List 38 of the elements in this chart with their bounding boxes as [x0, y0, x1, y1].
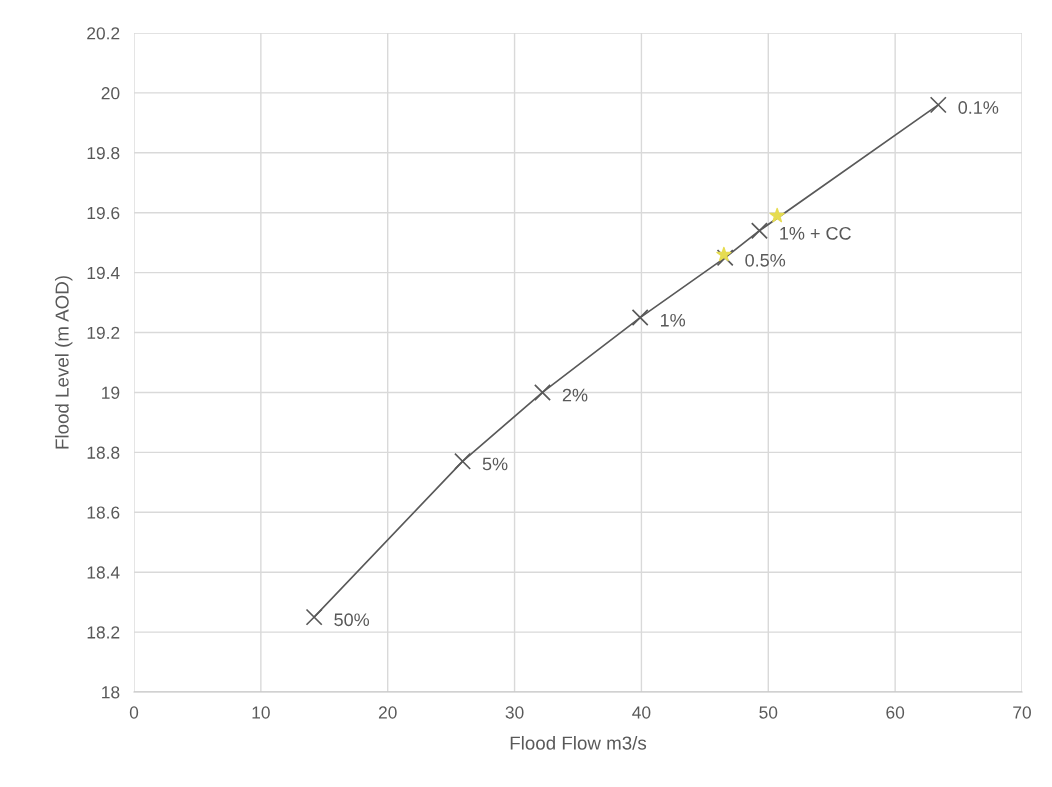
y-tick-label: 18.6 — [87, 506, 120, 519]
y-tick-label: 18.8 — [87, 446, 120, 459]
x-tick-label: 60 — [886, 706, 905, 719]
x-tick-label: 0 — [129, 706, 139, 719]
y-tick-label: 18.4 — [87, 566, 120, 579]
annotation: 50% — [334, 613, 370, 627]
annotation: 1% + CC — [780, 226, 851, 240]
y-tick-label: 19.4 — [87, 266, 120, 280]
x-tick-label: 70 — [1013, 706, 1031, 719]
point — [305, 608, 323, 626]
y-tick-label: 20 — [101, 87, 120, 100]
point — [631, 309, 649, 327]
x-tick-label: 40 — [632, 706, 651, 719]
y-tick-label: 19.8 — [87, 146, 120, 160]
annotation: 0.1% — [958, 101, 999, 114]
annotation: 5% — [482, 457, 508, 471]
annotation: 0.5% — [745, 253, 786, 267]
point — [716, 249, 734, 267]
y-tick-label: 19.2 — [87, 326, 120, 340]
point — [534, 383, 551, 401]
y-tick-label: 19 — [102, 386, 120, 399]
point — [750, 222, 768, 240]
x-tick-label: 30 — [505, 706, 524, 719]
annotation: 2% — [562, 388, 588, 402]
y-tick-label: 18.2 — [87, 626, 120, 639]
x-tick-label: 20 — [378, 706, 397, 719]
annotation: 1% — [660, 313, 686, 327]
x-axis-title: Flood Flow m3/s — [510, 735, 647, 750]
y-tick-label: 18 — [102, 686, 120, 699]
point — [769, 207, 785, 223]
point — [454, 452, 472, 470]
point — [929, 96, 947, 114]
y-axis-title: Flood Level (m AOD) — [54, 276, 73, 449]
x-tick-label: 10 — [252, 706, 270, 719]
y-tick-label: 19.6 — [87, 206, 120, 220]
x-tick-label: 50 — [759, 706, 778, 719]
y-tick-label: 20.2 — [87, 27, 120, 40]
point — [716, 246, 732, 262]
